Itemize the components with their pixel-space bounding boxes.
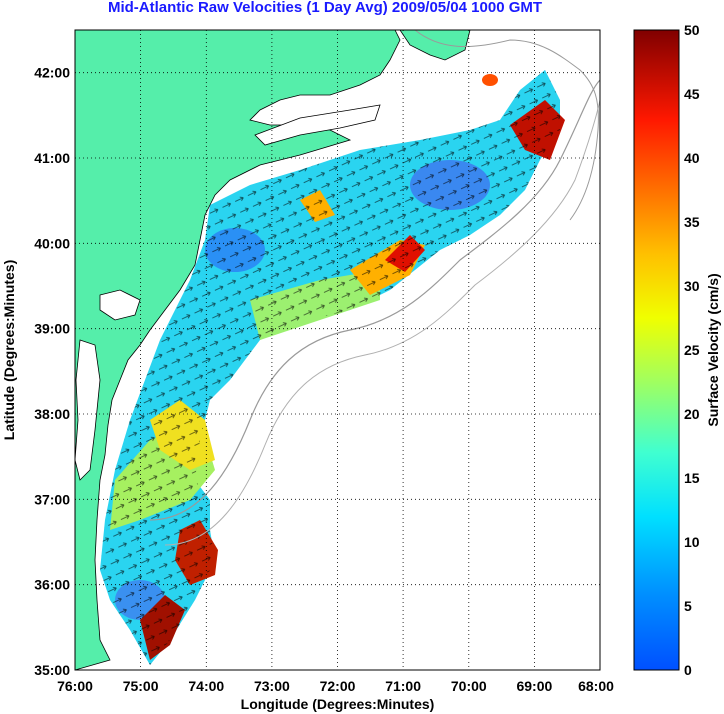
bathymetry-contour: [164, 99, 600, 546]
colorbar-tick: 35: [684, 214, 700, 230]
x-tick-label: 70:00: [451, 678, 487, 694]
y-tick-label: 42:00: [34, 65, 70, 81]
colorbar-tick: 25: [684, 342, 700, 358]
colorbar-tick: 15: [684, 470, 700, 486]
y-tick-label: 40:00: [34, 235, 70, 251]
x-tick-label: 71:00: [385, 678, 421, 694]
cape-cod: [399, 30, 471, 61]
y-tick-label: 41:00: [34, 150, 70, 166]
x-axis: 76:00 75:00 74:00 73:00 72:00 71:00 70:0…: [57, 678, 614, 712]
y-tick-label: 39:00: [34, 321, 70, 337]
y-tick-label: 35:00: [34, 662, 70, 678]
plot-frame: [74, 29, 601, 671]
grid: [75, 30, 600, 670]
colorbar-tick: 45: [684, 86, 700, 102]
chesapeake-bay: [75, 339, 101, 481]
land-mass: [75, 30, 401, 670]
colorbar: 50 45 40 35 30 25 20 15 10 5 0 Surface V…: [633, 22, 721, 678]
bathymetry-contour: [149, 79, 600, 521]
colorbar-tick: 50: [684, 22, 700, 38]
x-tick-label: 68:00: [578, 678, 614, 694]
colorbar-scale: [633, 29, 680, 671]
y-tick-label: 36:00: [34, 577, 70, 593]
colorbar-tick: 0: [684, 662, 692, 678]
map-title: Mid-Atlantic Raw Velocities (1 Day Avg) …: [107, 0, 543, 16]
colorbar-tick: 30: [684, 278, 700, 294]
delaware-bay: [99, 289, 141, 321]
x-tick-label: 75:00: [123, 678, 159, 694]
y-tick-label: 38:00: [34, 406, 70, 422]
x-tick-label: 76:00: [57, 678, 93, 694]
long-island-sound: [254, 104, 381, 146]
colorbar-tick: 40: [684, 150, 700, 166]
x-tick-label: 73:00: [254, 678, 290, 694]
x-axis-title: Longitude (Degrees:Minutes): [241, 696, 435, 712]
x-tick-label: 72:00: [320, 678, 356, 694]
x-tick-label: 74:00: [188, 678, 224, 694]
colorbar-title: Surface Velocity (cm/s): [705, 273, 721, 426]
y-axis-title: Latitude (Degrees:Minutes): [1, 260, 17, 440]
y-tick-label: 37:00: [34, 491, 70, 507]
colorbar-tick: 10: [684, 534, 700, 550]
colorbar-tick: 5: [684, 598, 692, 614]
x-tick-label: 69:00: [516, 678, 552, 694]
jet-core: [482, 74, 498, 86]
velocity-vectors: [100, 70, 560, 665]
y-axis: 42:00 41:00 40:00 39:00 38:00 37:00 36:0…: [1, 65, 70, 678]
colorbar-tick: 20: [684, 406, 700, 422]
